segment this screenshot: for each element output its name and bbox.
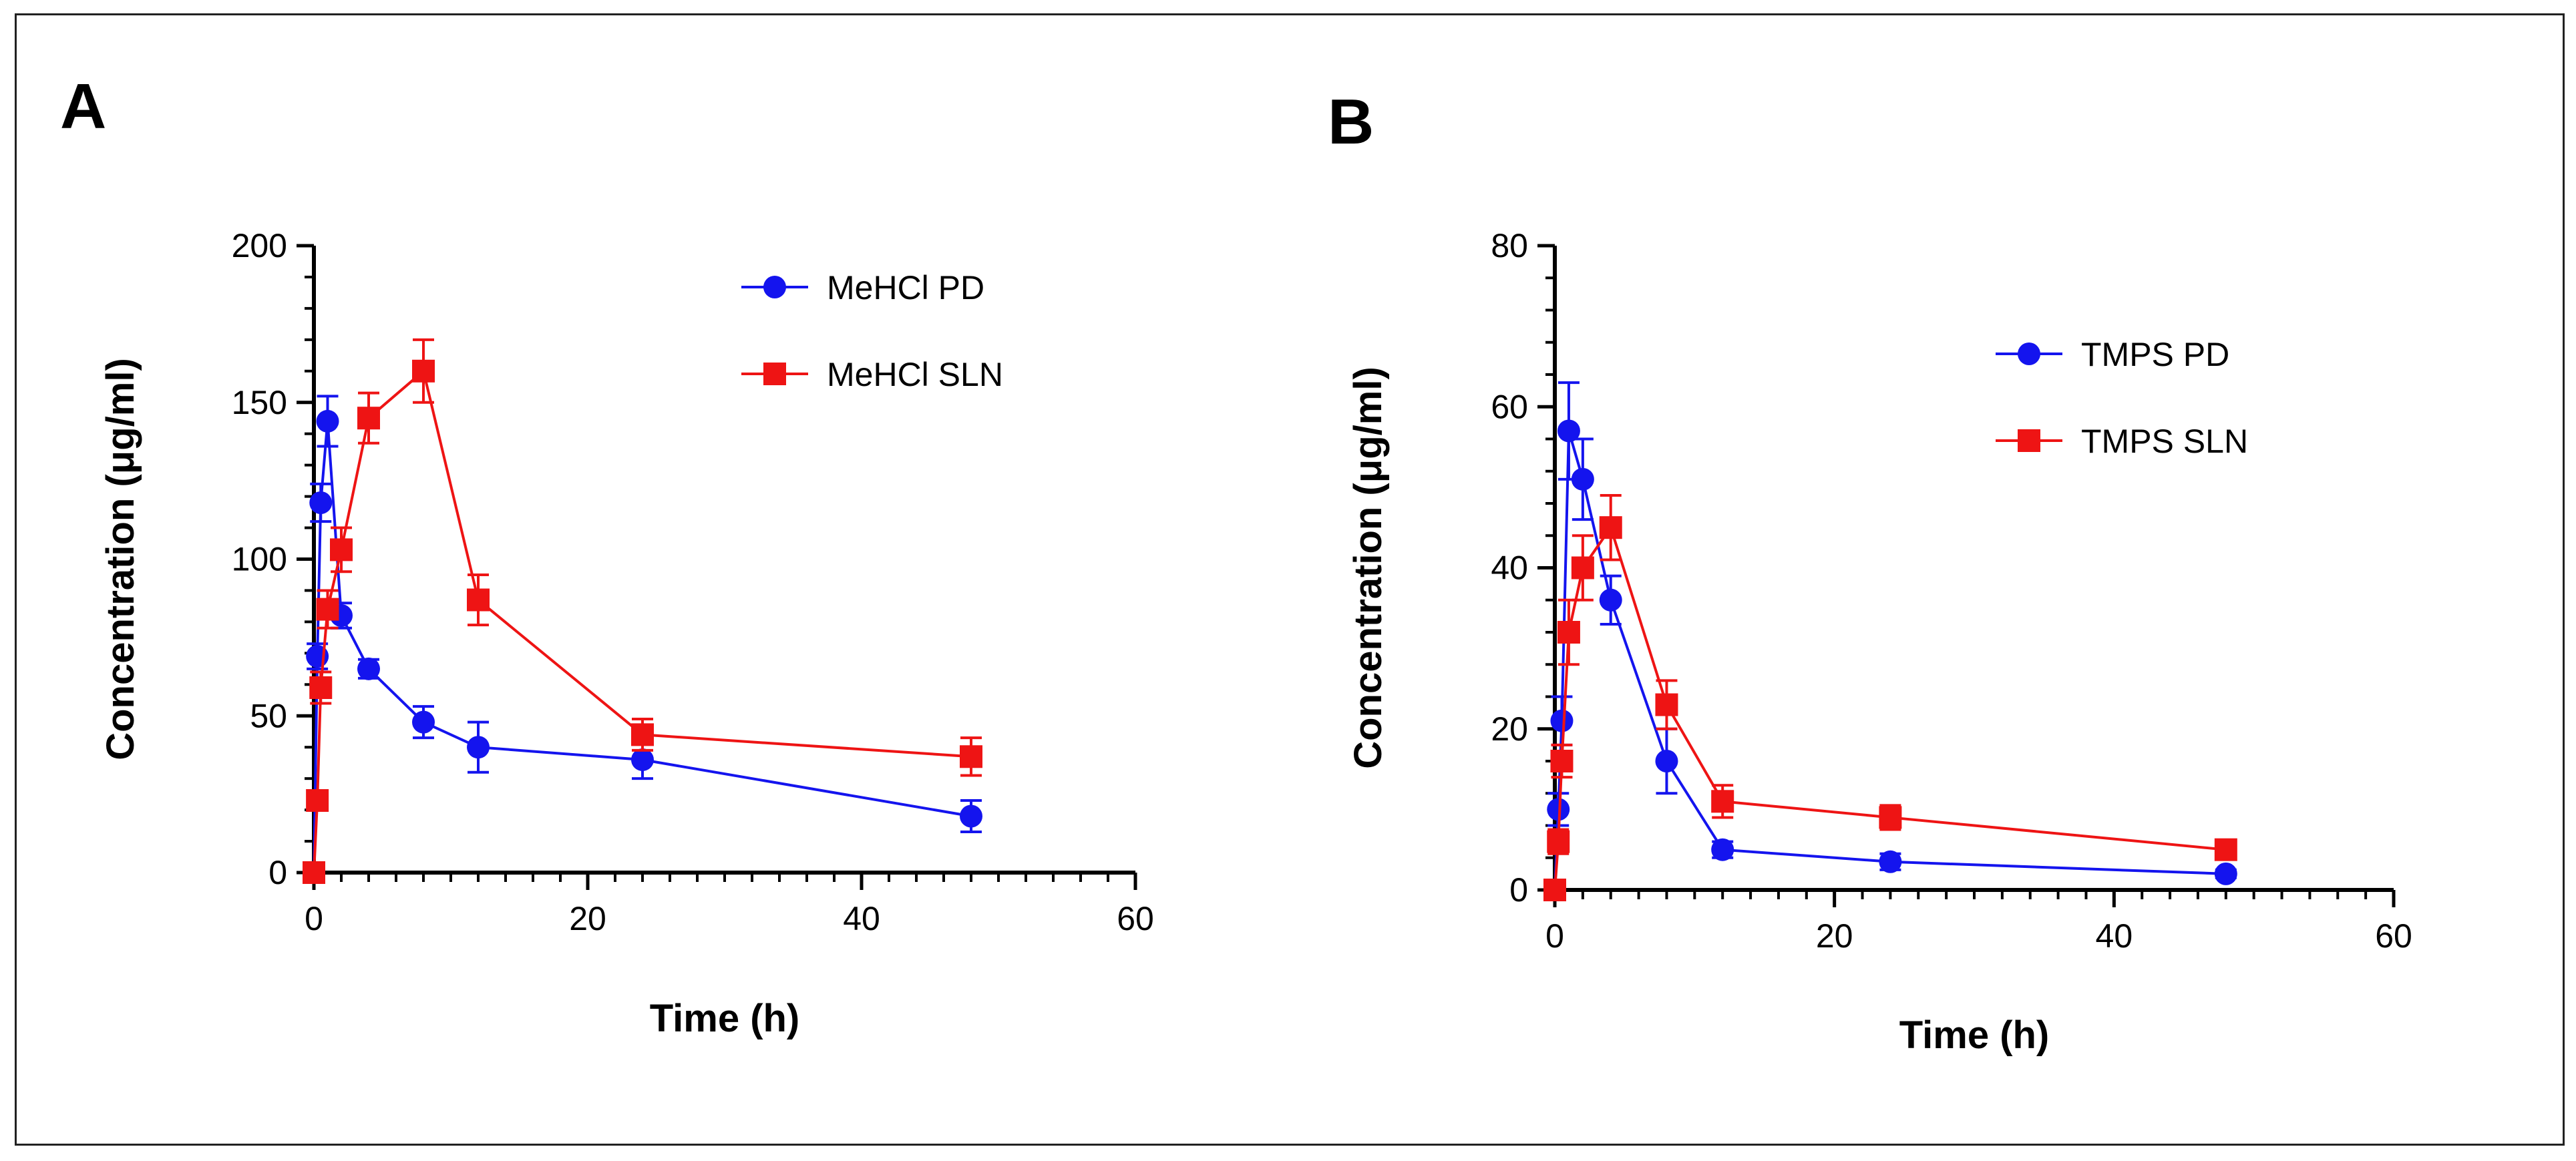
- legend-entry: TMPS PD: [1996, 336, 2229, 373]
- data-point: [1557, 621, 1580, 644]
- x-axis-title: Time (h): [650, 997, 800, 1040]
- x-tick-label: 40: [2096, 917, 2133, 955]
- data-point: [467, 588, 490, 612]
- series-mehcl-sln: [303, 338, 982, 884]
- data-point: [316, 409, 339, 433]
- x-tick-label: 60: [1117, 900, 1154, 937]
- data-point: [330, 538, 353, 561]
- legend-entry: TMPS SLN: [1996, 423, 2248, 460]
- data-point: [1655, 750, 1678, 772]
- data-point: [1571, 467, 1594, 491]
- data-point: [412, 710, 435, 734]
- y-axis-title: Concentration (μg/ml): [1346, 367, 1390, 769]
- data-point: [1599, 516, 1622, 539]
- legend-marker: [763, 363, 786, 385]
- data-point: [309, 491, 333, 514]
- legend-label: TMPS SLN: [2081, 423, 2248, 460]
- legend-entry: MeHCl SLN: [741, 356, 1003, 393]
- y-tick-label: 40: [1491, 549, 1528, 587]
- series-tmps-sln: [1543, 493, 2237, 901]
- x-tick-label: 0: [1545, 917, 1564, 955]
- data-point: [631, 748, 654, 771]
- legend-marker: [2018, 429, 2040, 452]
- series-line: [1553, 524, 2226, 891]
- data-point: [309, 676, 333, 699]
- x-tick-label: 60: [2375, 917, 2412, 955]
- data-point: [303, 861, 325, 884]
- y-tick-label: 150: [232, 384, 287, 421]
- x-tick-label: 0: [305, 900, 323, 937]
- y-tick-label: 0: [268, 854, 287, 891]
- figure-frame: [15, 13, 2565, 1146]
- legend-label: MeHCl PD: [827, 269, 984, 306]
- data-point: [1711, 838, 1734, 861]
- data-point: [467, 736, 490, 759]
- data-point: [2214, 862, 2237, 885]
- series-line: [313, 369, 972, 873]
- data-point: [1550, 750, 1574, 772]
- data-point: [1655, 693, 1678, 716]
- panel-label: A: [60, 71, 106, 142]
- data-point: [1557, 419, 1580, 443]
- data-point: [1550, 709, 1574, 732]
- data-point: [1599, 588, 1622, 612]
- legend-label: TMPS PD: [2081, 336, 2229, 373]
- data-point: [631, 723, 654, 746]
- y-tick-label: 0: [1509, 871, 1528, 909]
- legend-entry: MeHCl PD: [741, 269, 984, 306]
- data-point: [2214, 838, 2237, 861]
- panel-label: B: [1328, 86, 1374, 158]
- data-point: [306, 789, 329, 812]
- data-point: [960, 804, 982, 828]
- data-point: [357, 657, 380, 680]
- data-point: [1547, 798, 1570, 821]
- data-point: [1879, 850, 1902, 873]
- data-point: [412, 359, 435, 383]
- data-point: [1711, 790, 1734, 813]
- y-tick-label: 100: [232, 541, 287, 578]
- x-tick-label: 20: [569, 900, 606, 937]
- data-point: [357, 407, 380, 430]
- panel-a: A 0 50 100 150 200 0 20 40 60 Time (h) Concentratio…: [60, 71, 1154, 1040]
- series-mehcl-pd: [303, 395, 982, 884]
- legend-marker: [2018, 342, 2040, 365]
- x-tick-label: 40: [843, 900, 880, 937]
- panel-b: B 0 20 40 60 80 0 20 40 60 Time (h) Concentration (…: [1328, 86, 2412, 1057]
- y-tick-label: 20: [1491, 710, 1528, 748]
- x-tick-label: 20: [1816, 917, 1853, 955]
- legend-label: MeHCl SLN: [827, 356, 1003, 393]
- data-point: [1543, 879, 1566, 901]
- y-axis-title: Concentration (μg/ml): [99, 358, 142, 760]
- legend-marker: [763, 276, 786, 298]
- data-point: [1571, 556, 1594, 579]
- y-tick-label: 80: [1491, 227, 1528, 264]
- data-point: [960, 745, 982, 768]
- series-line: [313, 421, 972, 873]
- y-tick-label: 50: [250, 697, 287, 734]
- data-point: [1547, 830, 1570, 853]
- y-tick-label: 200: [232, 227, 287, 264]
- data-point: [1879, 806, 1902, 829]
- y-tick-label: 60: [1491, 388, 1528, 425]
- data-point: [316, 598, 339, 621]
- x-axis-title: Time (h): [1899, 1013, 2050, 1057]
